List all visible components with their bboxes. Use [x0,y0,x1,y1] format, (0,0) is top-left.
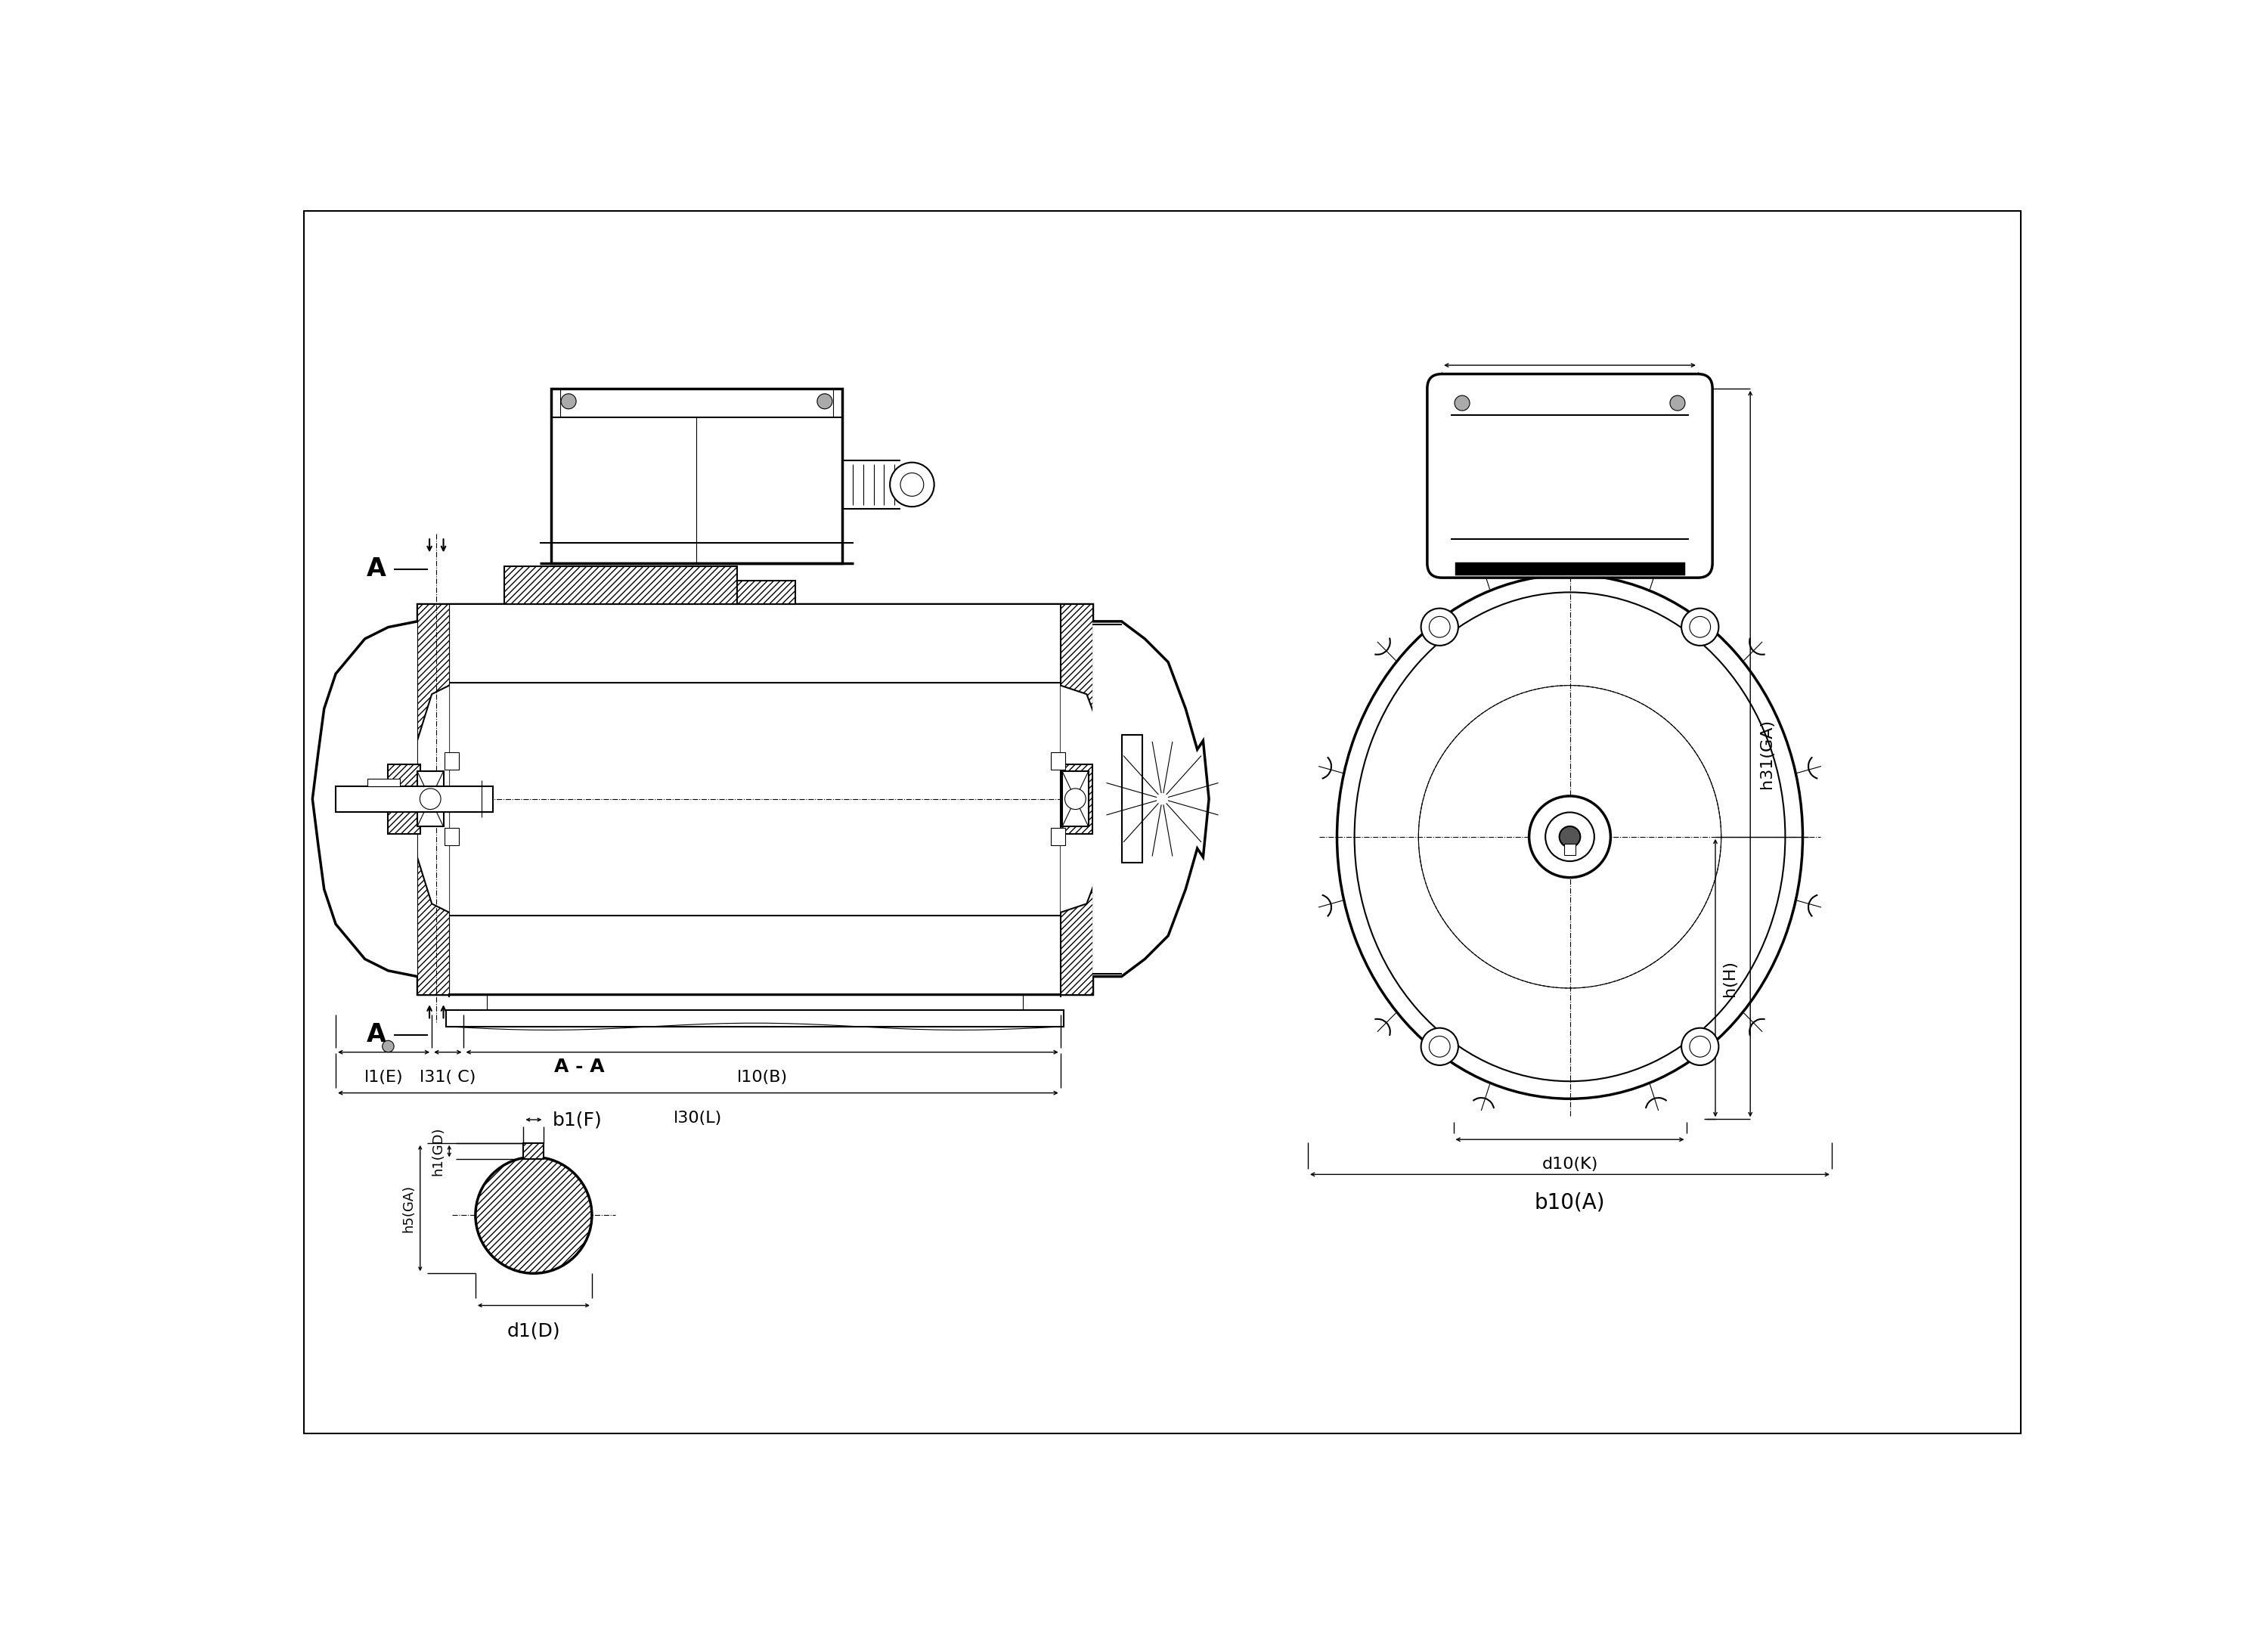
Circle shape [1454,395,1470,410]
Text: l30(L): l30(L) [674,1110,723,1126]
Circle shape [1681,608,1719,646]
Bar [447,1010,1064,1027]
Circle shape [1681,1028,1719,1066]
Bar [1123,735,1143,862]
FancyBboxPatch shape [1427,374,1712,578]
Bar [417,771,445,827]
Circle shape [1422,608,1458,646]
Bar [417,604,1093,994]
Text: d1(D): d1(D) [508,1321,560,1341]
Circle shape [1066,789,1086,809]
Polygon shape [1093,622,1209,976]
Bar [1061,771,1089,827]
Circle shape [476,1157,592,1274]
Text: b1(F): b1(F) [553,1111,603,1129]
Text: l1(E): l1(E) [365,1069,404,1085]
Circle shape [383,1041,395,1053]
Bar [524,1144,544,1160]
Bar [503,566,737,604]
Text: A - A: A - A [553,1058,603,1075]
Circle shape [1429,1036,1449,1058]
Circle shape [1690,617,1710,638]
Bar [367,779,399,786]
Polygon shape [417,685,449,913]
Circle shape [1429,617,1449,638]
Circle shape [560,394,576,408]
Text: b10(A): b10(A) [1535,1193,1606,1214]
Circle shape [1669,395,1685,410]
Circle shape [1560,827,1581,848]
Text: h1(GD): h1(GD) [431,1128,445,1176]
Text: l31( C): l31( C) [420,1069,476,1085]
Text: h5(GA): h5(GA) [401,1184,415,1232]
Circle shape [1545,812,1594,861]
Bar [445,752,458,770]
Circle shape [816,394,832,408]
Bar [1565,844,1576,856]
Text: A: A [367,1022,386,1048]
Bar [1061,604,1093,994]
Bar [1050,752,1066,770]
Text: A: A [367,556,386,581]
Circle shape [1529,796,1610,877]
Bar [449,604,1061,994]
Circle shape [1690,1036,1710,1058]
Text: h31(GA): h31(GA) [1760,719,1774,789]
Bar [1456,563,1683,574]
Polygon shape [313,622,417,976]
Bar [1061,765,1093,835]
Circle shape [420,789,440,809]
Bar [417,604,449,994]
Bar [440,786,451,812]
Bar [388,765,420,835]
Bar [1050,828,1066,846]
Bar [445,828,458,846]
Polygon shape [1061,685,1105,913]
Circle shape [900,473,923,496]
Text: l10(B): l10(B) [737,1069,787,1085]
Bar [551,389,841,563]
Text: d10(K): d10(K) [1542,1157,1599,1171]
Text: h(H): h(H) [1721,960,1737,996]
Circle shape [1422,1028,1458,1066]
Circle shape [889,462,934,506]
Bar [737,581,796,604]
Bar [336,786,492,812]
